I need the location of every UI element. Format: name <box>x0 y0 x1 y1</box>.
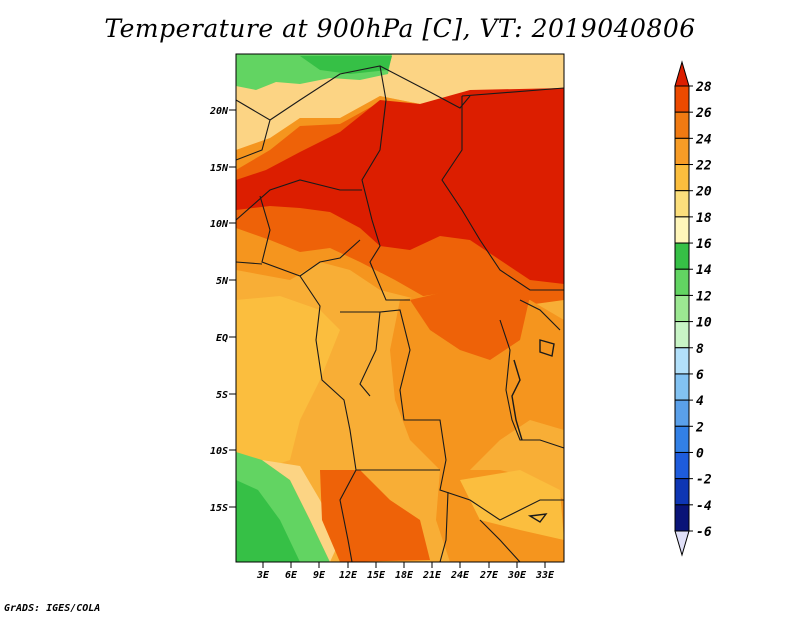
colorbar-label: 26 <box>695 106 712 121</box>
lon-label: 15E <box>367 570 386 581</box>
field-band-20-22-west <box>236 296 340 470</box>
chart-title: Temperature at 900hPa [C], VT: 201904080… <box>104 14 696 43</box>
lat-label: EQ <box>216 333 228 344</box>
colorbar-swatch <box>674 60 690 87</box>
colorbar-swatch <box>674 504 690 532</box>
colorbar-swatch <box>674 137 690 166</box>
country-borders <box>235 65 565 563</box>
colorbar-label: 4 <box>696 394 704 409</box>
lon-label: 9E <box>313 570 326 581</box>
colorbar-label: 0 <box>696 446 704 461</box>
colorbar-label: 14 <box>696 263 712 278</box>
colorbar-label: 2 <box>695 420 704 435</box>
lat-label: 10S <box>210 446 228 457</box>
grads-credit: GrADS: IGES/COLA <box>4 603 101 614</box>
colorbar-swatch <box>674 190 690 218</box>
lat-label: 10N <box>210 219 229 230</box>
lat-label: 20N <box>209 106 229 117</box>
lat-label: 5N <box>216 276 229 287</box>
field-band-26-28 <box>236 88 564 284</box>
lon-label: 12E <box>339 570 358 581</box>
lon-label: 3E <box>256 570 270 581</box>
field-band-20-22-south <box>460 470 564 540</box>
colorbar-label: -4 <box>696 499 712 514</box>
latitude-axis: 20N 15N 10N 5N EQ 5S 10S 15S <box>209 106 236 514</box>
colorbar-label: 22 <box>695 159 712 174</box>
field-band-24-26-southeast <box>410 286 530 360</box>
colorbar-swatch <box>674 242 690 270</box>
colorbar-swatch <box>674 111 690 139</box>
colorbar-label: -2 <box>696 473 712 488</box>
lon-label: 33E <box>535 570 555 581</box>
lat-label: 15S <box>210 503 228 514</box>
colorbar-swatch <box>674 373 690 401</box>
colorbar-label: 6 <box>696 368 704 383</box>
colorbar-swatch <box>674 294 690 323</box>
colorbar-swatch <box>674 321 690 349</box>
colorbar-swatch <box>674 530 690 557</box>
temperature-field <box>236 54 564 562</box>
lon-label: 21E <box>422 570 442 581</box>
longitude-axis: 3E 6E 9E 12E 15E 18E 21E 24E 27E 30E 33E <box>256 562 555 581</box>
lon-label: 30E <box>507 570 527 581</box>
colorbar-label: 12 <box>696 289 712 304</box>
colorbar-swatch <box>674 347 690 375</box>
map-frame <box>235 53 565 563</box>
field-band-18-20-southwest <box>262 460 340 562</box>
colorbar-label: 16 <box>696 237 712 252</box>
colorbar-label: 28 <box>695 80 712 95</box>
colorbar-swatch <box>674 478 690 506</box>
colorbar-label: -6 <box>696 525 712 540</box>
lon-label: 27E <box>479 570 499 581</box>
colorbar-swatch <box>674 268 690 296</box>
field-band-14-16-northwest <box>300 56 392 74</box>
colorbar-label: 8 <box>696 342 704 357</box>
lat-label: 15N <box>210 163 229 174</box>
colorbar-swatch <box>674 425 690 453</box>
colorbar-label: 18 <box>696 211 712 226</box>
colorbar-swatch <box>674 399 690 427</box>
colorbar-label: 10 <box>696 316 712 331</box>
colorbar-label: 20 <box>695 185 712 200</box>
colorbar-label: 24 <box>695 132 712 147</box>
lat-label: 5S <box>216 390 228 401</box>
lon-label: 18E <box>395 570 414 581</box>
colorbar-swatch <box>674 164 690 192</box>
colorbar-swatch <box>674 451 690 480</box>
colorbar-swatch <box>674 85 690 113</box>
lon-label: 24E <box>450 570 470 581</box>
lon-label: 6E <box>285 570 298 581</box>
field-band-14-16-southwest <box>236 480 300 562</box>
colorbar-swatch <box>674 216 690 244</box>
lakes <box>511 339 555 523</box>
